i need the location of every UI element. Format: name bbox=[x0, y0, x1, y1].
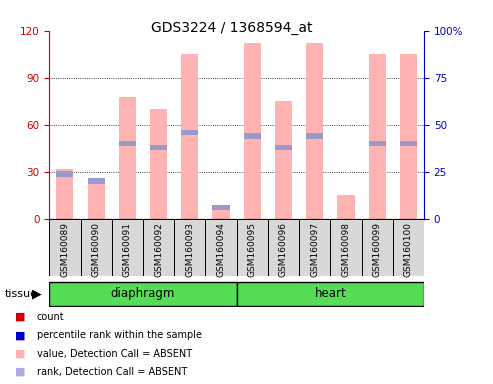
Bar bbox=[56, 171, 73, 177]
Text: percentile rank within the sample: percentile rank within the sample bbox=[37, 330, 202, 340]
Text: heart: heart bbox=[315, 287, 346, 300]
Bar bbox=[150, 144, 167, 150]
Text: GSM160091: GSM160091 bbox=[123, 222, 132, 277]
Bar bbox=[112, 219, 143, 276]
Bar bbox=[299, 219, 330, 276]
Text: GSM160094: GSM160094 bbox=[216, 222, 225, 276]
Bar bbox=[275, 144, 292, 150]
Bar bbox=[212, 208, 230, 219]
Bar bbox=[80, 219, 112, 276]
Bar bbox=[49, 282, 237, 306]
Text: GSM160089: GSM160089 bbox=[61, 222, 70, 277]
Bar bbox=[88, 179, 105, 184]
Text: tissue: tissue bbox=[5, 289, 38, 299]
Text: GDS3224 / 1368594_at: GDS3224 / 1368594_at bbox=[151, 21, 313, 35]
Text: ▶: ▶ bbox=[32, 287, 42, 300]
Text: ■: ■ bbox=[15, 312, 25, 322]
Bar bbox=[181, 129, 198, 135]
Text: GSM160092: GSM160092 bbox=[154, 222, 163, 276]
Text: GSM160100: GSM160100 bbox=[404, 222, 413, 277]
Bar bbox=[119, 141, 136, 146]
Bar bbox=[400, 54, 417, 219]
Bar bbox=[244, 133, 261, 139]
Text: ■: ■ bbox=[15, 367, 25, 377]
Bar bbox=[237, 282, 424, 306]
Bar bbox=[361, 219, 393, 276]
Bar bbox=[119, 97, 136, 219]
Text: GSM160098: GSM160098 bbox=[342, 222, 351, 277]
Bar bbox=[174, 219, 206, 276]
Text: GSM160096: GSM160096 bbox=[279, 222, 288, 277]
Text: GSM160097: GSM160097 bbox=[310, 222, 319, 277]
Bar bbox=[56, 169, 73, 219]
Bar bbox=[237, 219, 268, 276]
Text: GSM160093: GSM160093 bbox=[185, 222, 194, 277]
Text: diaphragm: diaphragm bbox=[111, 287, 175, 300]
Bar bbox=[88, 184, 105, 219]
Text: ■: ■ bbox=[15, 330, 25, 340]
Bar bbox=[212, 205, 230, 210]
Text: value, Detection Call = ABSENT: value, Detection Call = ABSENT bbox=[37, 349, 192, 359]
Bar bbox=[369, 141, 386, 146]
Text: GSM160099: GSM160099 bbox=[373, 222, 382, 277]
Bar bbox=[268, 219, 299, 276]
Bar bbox=[330, 219, 361, 276]
Bar bbox=[244, 43, 261, 219]
Text: GSM160090: GSM160090 bbox=[92, 222, 101, 277]
Bar bbox=[150, 109, 167, 219]
Text: rank, Detection Call = ABSENT: rank, Detection Call = ABSENT bbox=[37, 367, 187, 377]
Text: count: count bbox=[37, 312, 65, 322]
Bar bbox=[393, 219, 424, 276]
Bar bbox=[306, 133, 323, 139]
Bar bbox=[369, 54, 386, 219]
Bar bbox=[400, 141, 417, 146]
Bar bbox=[337, 195, 354, 219]
Bar bbox=[306, 43, 323, 219]
Bar bbox=[143, 219, 174, 276]
Bar bbox=[49, 219, 80, 276]
Bar bbox=[206, 219, 237, 276]
Bar bbox=[275, 101, 292, 219]
Text: GSM160095: GSM160095 bbox=[248, 222, 257, 277]
Text: ■: ■ bbox=[15, 349, 25, 359]
Bar bbox=[181, 54, 198, 219]
